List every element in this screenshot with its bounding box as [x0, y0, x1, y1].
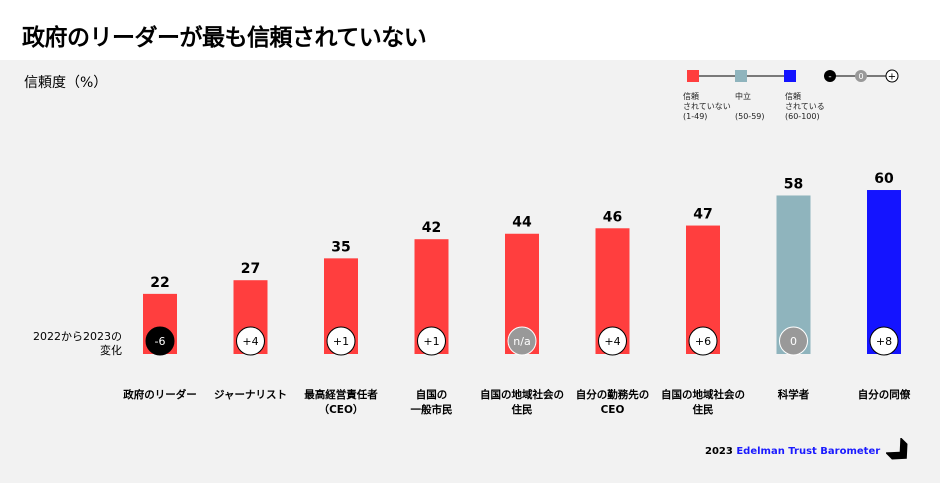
- change-badge-label: 0: [790, 335, 797, 348]
- legend-swatch-trust: [784, 70, 796, 82]
- change-badge: [326, 326, 356, 356]
- legend-change-positive-label: +: [888, 72, 896, 83]
- legend-change-zero-label: 0: [858, 72, 863, 81]
- change-badge-label: n/a: [513, 335, 530, 348]
- legend-swatch-neutral: [735, 70, 747, 82]
- arrow-logo-icon: [886, 438, 908, 460]
- change-badge: [598, 326, 627, 356]
- change-badge: [236, 326, 265, 356]
- legend-label-distrust: 信頼 されていない (1-49): [683, 92, 731, 121]
- category-label: ジャーナリスト: [214, 389, 287, 401]
- legend-label-trust: 信頼 されている (60-100): [785, 92, 825, 121]
- category-label: 自分の勤務先の CEO: [575, 389, 650, 416]
- bar-value-label: 58: [784, 176, 803, 192]
- change-badge: [779, 326, 808, 356]
- category-label: 最高経営責任者 （CEO）: [304, 389, 378, 416]
- change-row-label: 2022から2023の 変化: [33, 330, 122, 357]
- bar-value-label: 22: [150, 275, 169, 291]
- legend-change-negative: [824, 70, 836, 82]
- legend-change-positive: [885, 69, 899, 83]
- bar-value-label: 60: [874, 171, 894, 187]
- change-badge-label: -6: [155, 335, 166, 348]
- bar-value-label: 44: [512, 215, 532, 231]
- change-badge-label: +4: [242, 335, 258, 348]
- legend-change-zero: [855, 70, 867, 82]
- category-label: 自国の地域社会の 住民: [480, 389, 564, 416]
- legend-label-neutral: 中立 (50-59): [735, 92, 765, 121]
- change-badge: [688, 326, 718, 356]
- chart-subtitle: 信頼度（%）: [24, 75, 108, 91]
- change-badge: [417, 326, 446, 356]
- legend: - 0 +: [687, 69, 899, 83]
- change-badge: [507, 326, 537, 356]
- category-label: 自国の地域社会の 住民: [661, 389, 745, 416]
- footer-year: 2023: [705, 446, 733, 457]
- page-title: 政府のリーダーが最も信頼されていない: [22, 25, 427, 51]
- category-label: 科学者: [777, 389, 810, 401]
- bar-value-label: 35: [331, 239, 350, 255]
- category-label: 政府のリーダー: [123, 389, 197, 401]
- bar-value-label: 42: [422, 220, 441, 236]
- bar-value-label: 47: [693, 207, 712, 223]
- category-label: 自国の 一般市民: [410, 389, 453, 416]
- legend-change-negative-label: -: [828, 72, 831, 82]
- bar-value-label: 46: [603, 209, 622, 225]
- change-badge: [145, 326, 175, 356]
- category-label: 自分の同僚: [857, 389, 911, 401]
- change-badge-label: +6: [695, 335, 711, 348]
- bar-value-label: 27: [241, 261, 260, 277]
- change-badge-label: +1: [333, 335, 349, 348]
- header-band: [0, 0, 940, 60]
- legend-swatch-distrust: [687, 70, 699, 82]
- change-badge-label: +4: [604, 335, 620, 348]
- footer-brand: 2023 Edelman Trust Barometer: [705, 446, 880, 457]
- change-badge-label: +8: [876, 335, 892, 348]
- change-badge-label: +1: [423, 335, 439, 348]
- footer-brand-name: Edelman Trust Barometer: [736, 446, 881, 457]
- change-badge: [869, 326, 899, 356]
